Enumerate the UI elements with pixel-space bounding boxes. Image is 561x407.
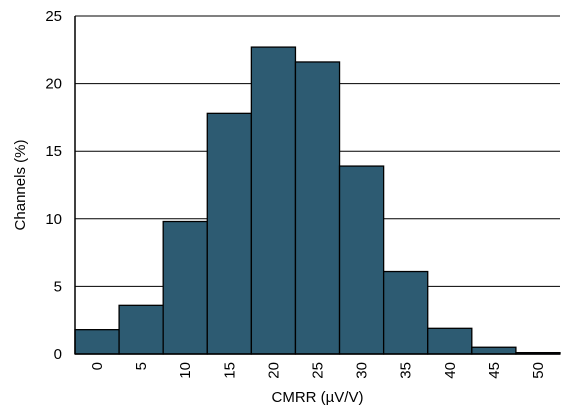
histogram-bar [294, 61, 341, 355]
x-tick-label: 45 [486, 362, 503, 379]
y-tick-label: 25 [45, 8, 62, 25]
x-tick-label: 20 [265, 362, 282, 379]
x-tick-label: 30 [354, 362, 371, 379]
histogram-bar [162, 220, 208, 355]
y-tick-label: 10 [45, 211, 62, 228]
x-tick-label: 0 [89, 362, 106, 370]
histogram-bar [427, 327, 473, 355]
x-tick-label: 50 [530, 362, 547, 379]
histogram-bar [74, 329, 120, 355]
y-tick-label: 0 [54, 346, 62, 363]
y-tick-label: 5 [54, 278, 62, 295]
x-axis-title: CMRR (µV/V) [272, 389, 364, 406]
x-tick-labels: 0 5 10 15 20 25 30 35 40 45 50 [89, 362, 547, 379]
histogram-bar [382, 270, 429, 355]
y-tick-label: 15 [45, 143, 62, 160]
x-tick-label: 25 [310, 362, 327, 379]
histogram-bar [118, 304, 164, 355]
histogram-bar [250, 46, 297, 355]
x-tick-label: 5 [133, 362, 150, 370]
y-tick-labels: 0 5 10 15 20 25 [45, 8, 62, 363]
y-tick-label: 20 [45, 76, 62, 93]
x-tick-label: 15 [221, 362, 238, 379]
x-tick-label: 35 [398, 362, 415, 379]
bars [74, 46, 561, 355]
axes [74, 16, 560, 355]
x-tick-label: 40 [442, 362, 459, 379]
histogram-bar [206, 112, 253, 355]
y-axis-title: Channels (%) [12, 140, 29, 231]
histogram-bar [338, 165, 385, 355]
histogram-bar [471, 346, 517, 355]
x-tick-label: 10 [177, 362, 194, 379]
